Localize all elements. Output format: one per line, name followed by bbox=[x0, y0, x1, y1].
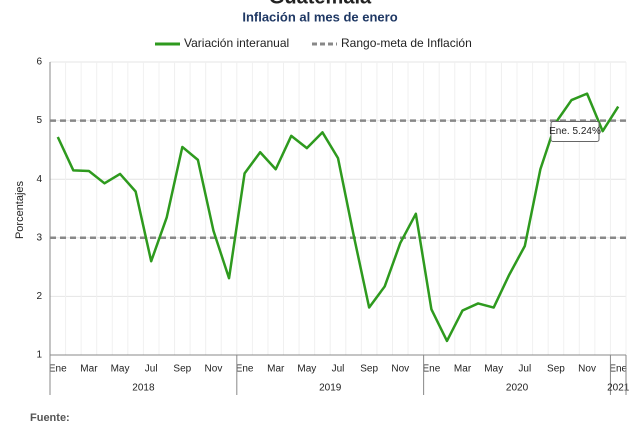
x-tick-label: May bbox=[111, 364, 130, 375]
chart-title: Guatemala bbox=[269, 0, 372, 8]
year-label: 2018 bbox=[132, 383, 155, 394]
x-tick-label: Jul bbox=[332, 364, 345, 375]
y-tick-label: 1 bbox=[36, 350, 42, 361]
year-label: 2019 bbox=[319, 383, 342, 394]
legend-label: Rango-meta de Inflación bbox=[341, 36, 472, 50]
x-tick-label: Mar bbox=[454, 364, 472, 375]
x-tick-label: Ene bbox=[236, 364, 254, 375]
x-tick-label: Mar bbox=[267, 364, 285, 375]
y-tick-label: 4 bbox=[36, 174, 42, 185]
year-label: 2020 bbox=[506, 383, 529, 394]
chart-subtitle: Inflación al mes de enero bbox=[242, 9, 397, 24]
source: Fuente: bbox=[30, 412, 70, 424]
line-series bbox=[56, 92, 620, 343]
x-tick-label: Ene bbox=[423, 364, 441, 375]
x-tick-label: Mar bbox=[80, 364, 98, 375]
legend-label: Variación interanual bbox=[184, 36, 289, 50]
y-tick-label: 3 bbox=[36, 232, 42, 243]
y-tick-label: 6 bbox=[36, 57, 42, 68]
y-tick-label: 2 bbox=[36, 291, 42, 302]
x-tick-label: Nov bbox=[578, 364, 596, 375]
year-label: 2021 bbox=[607, 383, 630, 394]
x-tick-label: Ene bbox=[49, 364, 67, 375]
x-tick-label: Sep bbox=[360, 364, 378, 375]
x-tick-label: Nov bbox=[391, 364, 409, 375]
y-tick-label: 5 bbox=[36, 115, 42, 126]
annotation-box bbox=[550, 121, 600, 143]
x-tick-label: Nov bbox=[205, 364, 223, 375]
x-tick-label: Sep bbox=[173, 364, 191, 375]
x-tick-label: Ene bbox=[609, 364, 627, 375]
x-tick-label: Sep bbox=[547, 364, 565, 375]
x-tick-label: Jul bbox=[145, 364, 158, 375]
x-tick-label: Jul bbox=[518, 364, 531, 375]
y-axis-label: Porcentajes bbox=[14, 180, 26, 239]
x-tick-label: May bbox=[484, 364, 503, 375]
annotation: Ene. 5.24% bbox=[549, 126, 601, 137]
x-tick-label: May bbox=[297, 364, 316, 375]
